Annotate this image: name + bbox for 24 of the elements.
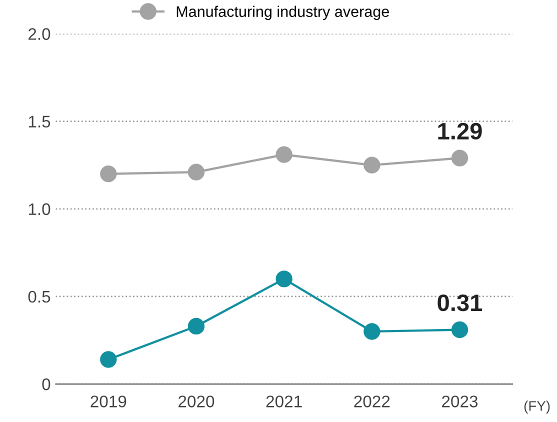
point <box>100 166 117 182</box>
point <box>188 164 205 180</box>
y-tick-label: 1.0 <box>28 203 50 216</box>
y-tick-label: 1.5 <box>28 116 50 128</box>
point <box>364 323 380 340</box>
data-label: 0.31 <box>438 294 482 312</box>
point <box>100 351 117 368</box>
point <box>364 156 380 174</box>
x-tick-label: 2022 <box>354 396 390 408</box>
data-label: 1.29 <box>438 122 482 140</box>
legend-label: Manufacturing industry average <box>176 6 389 20</box>
point <box>451 150 468 166</box>
x-tick-label: 2020 <box>178 396 214 408</box>
x-axis-title: (FY) <box>524 400 550 414</box>
x-tick-label: 2019 <box>90 396 126 408</box>
y-tick-label: 2.0 <box>28 28 50 40</box>
y-tick-label: 0 <box>42 378 50 390</box>
x-tick-label: 2023 <box>442 396 478 408</box>
point <box>276 270 292 288</box>
point <box>451 321 468 338</box>
y-tick-label: 0.5 <box>28 290 50 303</box>
point <box>276 146 292 163</box>
x-tick-label: 2021 <box>266 396 302 408</box>
point <box>188 318 205 335</box>
